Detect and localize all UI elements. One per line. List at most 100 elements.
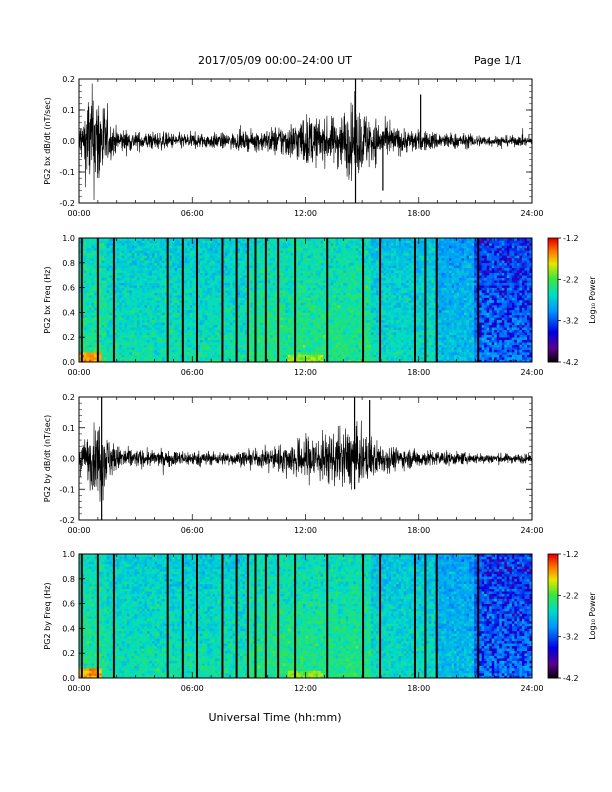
heat-cell xyxy=(121,297,125,301)
heat-cell xyxy=(285,255,289,259)
heat-cell xyxy=(104,337,107,340)
heat-cell xyxy=(302,238,306,241)
heat-cell xyxy=(212,359,216,363)
heat-cell xyxy=(106,332,110,336)
heat-cell xyxy=(106,329,110,333)
heat-cell xyxy=(237,307,241,311)
heat-cell xyxy=(302,257,306,261)
heat-cell xyxy=(106,300,110,303)
heat-cell xyxy=(126,329,130,333)
heat-cell xyxy=(101,349,105,353)
heat-cell xyxy=(270,280,274,283)
heat-cell xyxy=(144,287,148,291)
heat-cell xyxy=(164,295,168,298)
heat-cell xyxy=(159,314,163,318)
heat-cell xyxy=(280,270,284,274)
heat-cell xyxy=(179,344,183,348)
heat-cell xyxy=(270,287,274,291)
heat-cell xyxy=(237,265,241,269)
heat-cell xyxy=(262,312,266,316)
heat-cell xyxy=(270,312,274,316)
heat-cell xyxy=(177,252,180,256)
heat-cell xyxy=(240,250,243,254)
heat-cell xyxy=(209,337,213,340)
heat-cell xyxy=(79,265,82,269)
heat-cell xyxy=(151,324,155,328)
heat-cell xyxy=(94,334,97,338)
heat-cell xyxy=(285,337,289,340)
heat-cell xyxy=(297,352,301,355)
heat-cell xyxy=(101,270,105,274)
heat-cell xyxy=(177,257,180,261)
heat-cell xyxy=(310,287,314,291)
heat-cell xyxy=(232,252,236,256)
heat-cell xyxy=(179,319,183,323)
heat-cell xyxy=(124,242,128,246)
heat-cell xyxy=(212,327,216,331)
heat-cell xyxy=(169,300,173,303)
heat-cell xyxy=(280,314,284,318)
heat-cell xyxy=(131,257,135,261)
heat-cell xyxy=(101,317,105,321)
heat-cell xyxy=(242,255,246,259)
heat-cell xyxy=(290,329,294,333)
heat-cell xyxy=(315,245,319,249)
heat-cell xyxy=(139,317,143,321)
heat-cell xyxy=(89,354,92,358)
heat-cell xyxy=(207,324,211,328)
heat-cell xyxy=(255,332,258,336)
heat-cell xyxy=(162,250,165,254)
heat-cell xyxy=(136,292,140,296)
heat-cell xyxy=(177,324,180,328)
heat-cell xyxy=(318,272,321,276)
heat-cell xyxy=(310,282,314,286)
heat-cell xyxy=(79,238,82,241)
heat-cell xyxy=(242,347,246,350)
heat-cell xyxy=(129,238,133,241)
heat-cell xyxy=(232,329,236,333)
heat-cell xyxy=(260,342,264,345)
heat-cell xyxy=(86,272,90,276)
heat-cell xyxy=(106,359,110,363)
heat-cell xyxy=(116,262,120,266)
heat-cell xyxy=(204,359,208,363)
heat-cell xyxy=(116,344,120,348)
heat-cell xyxy=(282,302,286,306)
heat-cell xyxy=(89,287,92,291)
heat-cell xyxy=(89,339,92,343)
heat-cell xyxy=(151,267,155,271)
heat-cell xyxy=(157,322,160,326)
heat-cell xyxy=(305,327,309,331)
heat-cell xyxy=(199,322,203,326)
heat-cell xyxy=(222,267,226,271)
heat-cell xyxy=(282,282,286,286)
heat-cell xyxy=(270,250,274,254)
heat-cell xyxy=(282,245,286,249)
heat-cell xyxy=(116,245,120,249)
heat-cell xyxy=(202,292,206,296)
heat-cell xyxy=(297,334,301,338)
heat-cell xyxy=(197,322,201,326)
heat-cell xyxy=(192,322,196,326)
heat-cell xyxy=(252,267,256,271)
heat-cell xyxy=(315,307,319,311)
heat-cell xyxy=(237,280,241,283)
heat-cell xyxy=(89,238,92,241)
heat-cell xyxy=(86,329,90,333)
heat-cell xyxy=(318,332,321,336)
heat-cell xyxy=(89,300,92,303)
heat-cell xyxy=(139,302,143,306)
heat-cell xyxy=(99,304,102,308)
heat-cell xyxy=(277,238,281,241)
heat-cell xyxy=(99,354,102,358)
heat-cell xyxy=(255,300,258,303)
heat-cell xyxy=(199,319,203,323)
heat-cell xyxy=(320,282,324,286)
heat-cell xyxy=(204,302,208,306)
heat-cell xyxy=(232,359,236,363)
heat-cell xyxy=(106,357,110,360)
heat-cell xyxy=(179,304,183,308)
heat-cell xyxy=(159,322,163,326)
heat-cell xyxy=(285,317,289,321)
heat-cell xyxy=(255,314,258,318)
